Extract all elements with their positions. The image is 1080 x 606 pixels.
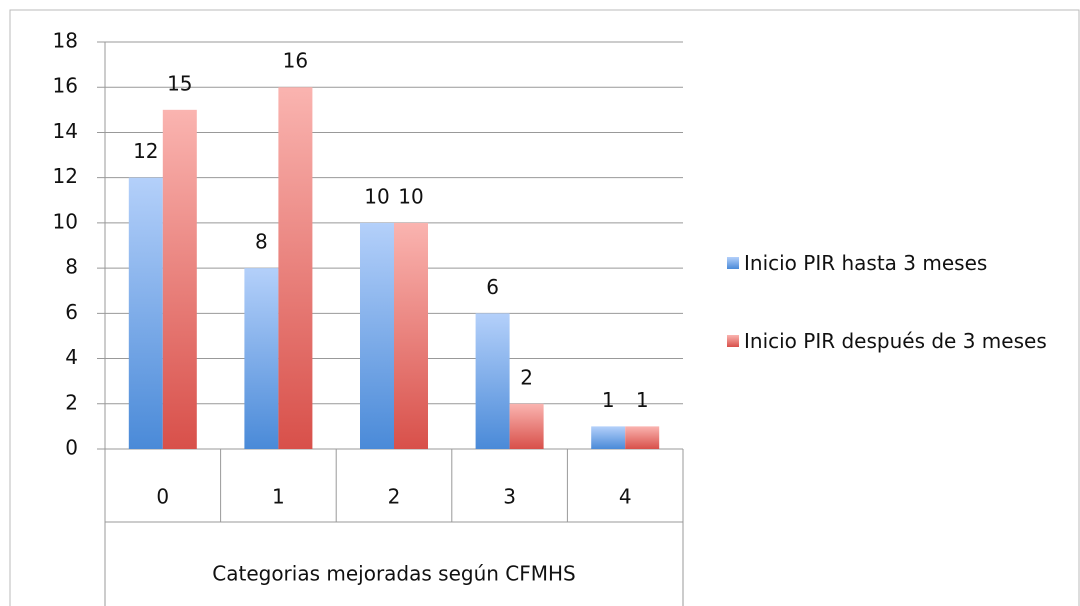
bar — [162, 109, 197, 449]
legend-entry: Inicio PIR después de 3 meses — [744, 329, 1047, 353]
bar — [625, 426, 660, 449]
bar — [509, 403, 544, 449]
x-tick-label: 2 — [388, 485, 401, 509]
data-label: 1 — [602, 388, 615, 412]
bar — [278, 87, 313, 449]
x-tick-label: 1 — [272, 485, 285, 509]
y-tick-label: 18 — [53, 29, 78, 53]
legend-entry: Inicio PIR hasta 3 meses — [744, 251, 988, 275]
y-tick-label: 12 — [53, 164, 78, 188]
legend-swatch — [727, 335, 739, 347]
legend-swatch — [727, 257, 739, 269]
chart-border — [9, 9, 1080, 606]
legend-label: Inicio PIR después de 3 meses — [744, 329, 1047, 353]
y-tick-label: 14 — [53, 119, 78, 143]
y-tick-label: 2 — [65, 390, 78, 414]
y-tick-label: 6 — [65, 300, 78, 324]
x-tick-label: 3 — [503, 485, 516, 509]
y-tick-label: 16 — [53, 74, 78, 98]
y-tick-label: 0 — [65, 436, 78, 460]
data-label: 10 — [398, 184, 423, 208]
legend-label: Inicio PIR hasta 3 meses — [744, 251, 988, 275]
bar — [244, 268, 279, 449]
bar — [360, 222, 394, 449]
x-tick-label: 4 — [619, 485, 632, 509]
data-label: 1 — [636, 388, 649, 412]
bar — [475, 313, 510, 449]
x-axis-label: Categorias mejoradas según CFMHS — [212, 562, 576, 586]
x-tick-label: 0 — [156, 485, 169, 509]
data-label: 2 — [520, 365, 533, 389]
data-label: 8 — [255, 230, 268, 254]
data-label: 15 — [167, 71, 192, 95]
bar — [394, 222, 428, 449]
y-tick-label: 8 — [65, 255, 78, 279]
data-label: 10 — [364, 184, 389, 208]
bar — [128, 177, 163, 449]
bar — [591, 426, 626, 449]
y-tick-label: 10 — [53, 209, 78, 233]
data-label: 6 — [486, 275, 499, 299]
y-tick-label: 4 — [65, 345, 78, 369]
data-label: 16 — [283, 49, 308, 73]
data-label: 12 — [133, 139, 158, 163]
